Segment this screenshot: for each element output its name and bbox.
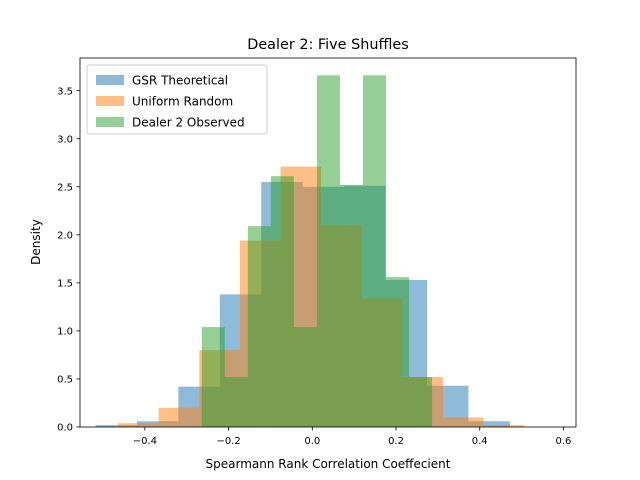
y-axis: 0.0 0.5 1.0 1.5 2.0 2.5 3.0 3.5 [57, 86, 80, 434]
y-tick-label: 1.0 [57, 327, 73, 338]
x-tick-label: 0.2 [388, 436, 404, 447]
legend-swatch [96, 117, 124, 127]
y-tick-label: 2.0 [57, 230, 73, 241]
bar-series-2-bin-2 [247, 226, 271, 427]
bar-series-1-bin-0 [118, 423, 159, 427]
x-tick-label: 0.4 [472, 436, 488, 447]
legend-swatch [96, 96, 124, 106]
legend: GSR Theoretical Uniform Random Dealer 2 Ob… [86, 64, 268, 135]
bar-series-2-bin-5 [316, 75, 340, 427]
bar-series-0-bin-0 [95, 425, 137, 427]
bar-series-2-bin-8 [385, 277, 409, 427]
legend-box [86, 64, 268, 135]
x-tick-label: −0.4 [133, 436, 157, 447]
bar-series-2-bin-6 [339, 184, 363, 427]
x-tick-label: −0.2 [216, 436, 240, 447]
x-tick-label: 0.6 [555, 436, 571, 447]
x-axis-label: Spearmann Rank Correlation Coeffecient [206, 457, 451, 471]
bar-series-2-bin-4 [293, 327, 317, 427]
legend-swatch [96, 75, 124, 85]
y-tick-label: 1.5 [57, 278, 73, 289]
plot-frame [79, 57, 577, 428]
bars-layer [95, 75, 525, 427]
legend-label: GSR Theoretical [132, 74, 228, 88]
chart-title: Dealer 2: Five Shuffles [247, 37, 409, 53]
y-tick-label: 0.5 [57, 375, 73, 386]
x-tick-label: 0.0 [304, 436, 320, 447]
bar-series-2-bin-3 [270, 176, 294, 427]
bar-series-0-bin-9 [468, 421, 510, 427]
y-axis-label: Density [29, 219, 43, 265]
bar-series-2-bin-7 [362, 75, 386, 427]
y-tick-label: 3.5 [57, 86, 73, 97]
y-tick-label: 2.5 [57, 182, 73, 193]
y-tick-label: 0.0 [57, 423, 73, 434]
bar-series-2-bin-9 [408, 377, 433, 427]
legend-label: Uniform Random [132, 95, 233, 109]
legend-label: Dealer 2 Observed [132, 116, 245, 130]
bar-series-1-bin-8 [442, 417, 484, 427]
bar-series-1-bin-9 [483, 425, 525, 427]
bar-series-1-bin-1 [158, 407, 200, 427]
bar-series-2-bin-1 [224, 377, 248, 427]
x-axis: −0.4 −0.2 0.0 0.2 0.4 0.6 [133, 427, 571, 447]
bar-series-2-bin-0 [201, 327, 225, 427]
y-tick-label: 3.0 [57, 134, 73, 145]
